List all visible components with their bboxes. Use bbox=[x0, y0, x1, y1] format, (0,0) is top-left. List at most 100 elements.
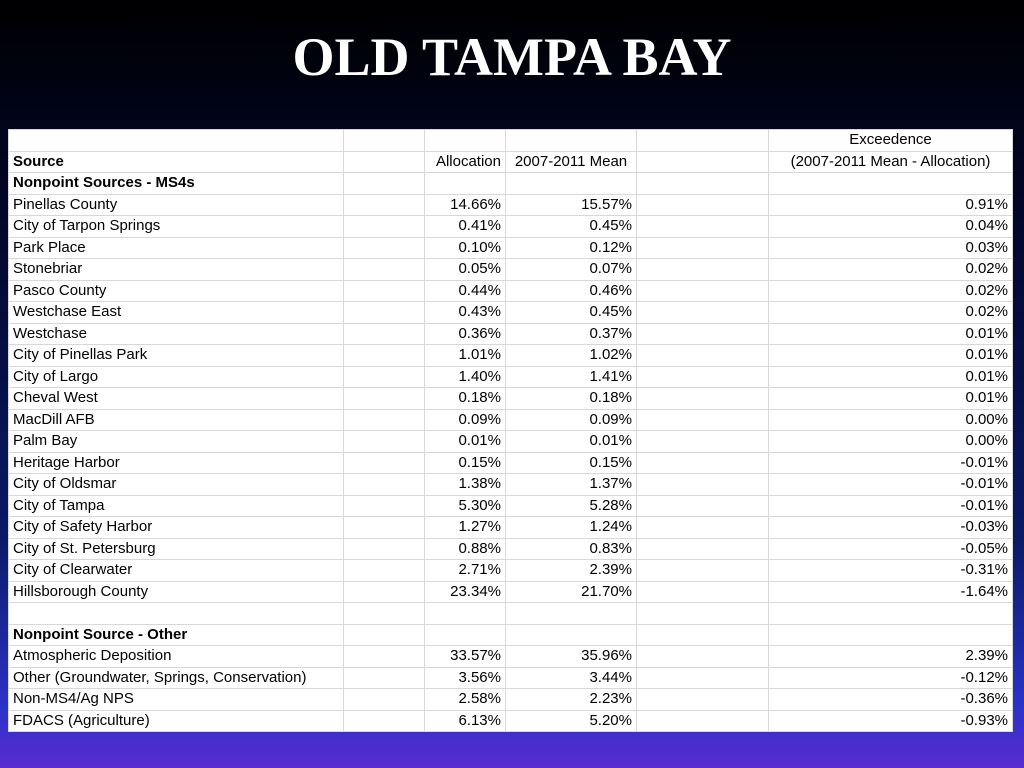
cell bbox=[636, 516, 769, 539]
cell bbox=[343, 430, 425, 453]
source-cell: Heritage Harbor bbox=[8, 451, 344, 474]
allocation-cell: 2.58% bbox=[424, 688, 506, 711]
data-row: FDACS (Agriculture) 6.13% 5.20% -0.93% bbox=[8, 709, 1013, 732]
source-cell: Non-MS4/Ag NPS bbox=[8, 688, 344, 711]
cell bbox=[636, 387, 769, 410]
data-row: City of Largo 1.40% 1.41% 0.01% bbox=[8, 365, 1013, 388]
mean-cell: 1.02% bbox=[505, 344, 637, 367]
data-row: Pasco County 0.44% 0.46% 0.02% bbox=[8, 279, 1013, 302]
source-cell: City of Tampa bbox=[8, 494, 344, 517]
allocation-cell: 2.71% bbox=[424, 559, 506, 582]
data-row: Atmospheric Deposition 33.57% 35.96% 2.39% bbox=[8, 645, 1013, 668]
section-title: Nonpoint Sources - MS4s bbox=[8, 172, 344, 195]
data-row: City of Oldsmar 1.38% 1.37% -0.01% bbox=[8, 473, 1013, 496]
mean-cell: 0.37% bbox=[505, 322, 637, 345]
mean-cell: 0.83% bbox=[505, 537, 637, 560]
cell bbox=[343, 709, 425, 732]
allocation-cell: 0.09% bbox=[424, 408, 506, 431]
exceedence-cell: 0.02% bbox=[768, 301, 1013, 324]
data-row: City of Tampa 5.30% 5.28% -0.01% bbox=[8, 494, 1013, 517]
data-row: Palm Bay 0.01% 0.01% 0.00% bbox=[8, 430, 1013, 453]
exceedence-cell: 0.01% bbox=[768, 322, 1013, 345]
cell bbox=[636, 559, 769, 582]
mean-cell: 0.01% bbox=[505, 430, 637, 453]
data-row: Other (Groundwater, Springs, Conservatio… bbox=[8, 666, 1013, 689]
cell bbox=[343, 258, 425, 281]
mean-cell: 3.44% bbox=[505, 666, 637, 689]
allocation-cell: 1.27% bbox=[424, 516, 506, 539]
cell bbox=[768, 623, 1013, 646]
cell bbox=[343, 580, 425, 603]
exceedence-cell: 0.01% bbox=[768, 387, 1013, 410]
section-row: Nonpoint Sources - MS4s bbox=[8, 172, 1013, 195]
cell bbox=[343, 473, 425, 496]
mean-cell: 0.12% bbox=[505, 236, 637, 259]
mean-cell: 5.28% bbox=[505, 494, 637, 517]
exceedence-cell: 0.02% bbox=[768, 279, 1013, 302]
data-row: MacDill AFB 0.09% 0.09% 0.00% bbox=[8, 408, 1013, 431]
data-row: Cheval West 0.18% 0.18% 0.01% bbox=[8, 387, 1013, 410]
cell bbox=[343, 602, 425, 625]
allocation-cell: 1.38% bbox=[424, 473, 506, 496]
cell bbox=[8, 602, 344, 625]
allocation-cell: 33.57% bbox=[424, 645, 506, 668]
data-row: Hillsborough County 23.34% 21.70% -1.64% bbox=[8, 580, 1013, 603]
data-row: Westchase East 0.43% 0.45% 0.02% bbox=[8, 301, 1013, 324]
slide-title: OLD TAMPA BAY bbox=[292, 27, 732, 87]
source-cell: Cheval West bbox=[8, 387, 344, 410]
allocation-cell: 5.30% bbox=[424, 494, 506, 517]
allocation-cell: 1.40% bbox=[424, 365, 506, 388]
cell bbox=[505, 172, 637, 195]
cell bbox=[424, 623, 506, 646]
source-cell: Stonebriar bbox=[8, 258, 344, 281]
cell bbox=[636, 279, 769, 302]
source-cell: Hillsborough County bbox=[8, 580, 344, 603]
cell bbox=[636, 451, 769, 474]
cell bbox=[636, 602, 769, 625]
mean-cell: 0.46% bbox=[505, 279, 637, 302]
cell bbox=[636, 473, 769, 496]
header-row: Source Allocation 2007-2011 Mean (2007-2011… bbox=[8, 150, 1013, 173]
mean-cell: 1.41% bbox=[505, 365, 637, 388]
source-cell: City of Pinellas Park bbox=[8, 344, 344, 367]
cell bbox=[343, 172, 425, 195]
source-cell: Palm Bay bbox=[8, 430, 344, 453]
source-cell: Westchase East bbox=[8, 301, 344, 324]
cell bbox=[636, 301, 769, 324]
cell bbox=[636, 645, 769, 668]
mean-cell: 5.20% bbox=[505, 709, 637, 732]
cell bbox=[343, 215, 425, 238]
cell bbox=[636, 215, 769, 238]
cell bbox=[343, 666, 425, 689]
exceedence-cell: -0.01% bbox=[768, 451, 1013, 474]
source-cell: Pasco County bbox=[8, 279, 344, 302]
cell bbox=[343, 559, 425, 582]
data-row: Non-MS4/Ag NPS 2.58% 2.23% -0.36% bbox=[8, 688, 1013, 711]
exceedence-cell: -0.05% bbox=[768, 537, 1013, 560]
allocation-cell: 6.13% bbox=[424, 709, 506, 732]
data-row: City of Tarpon Springs 0.41% 0.45% 0.04% bbox=[8, 215, 1013, 238]
cell bbox=[636, 537, 769, 560]
mean-cell: 35.96% bbox=[505, 645, 637, 668]
exceedence-cell: -0.93% bbox=[768, 709, 1013, 732]
exceedence-cell: 0.04% bbox=[768, 215, 1013, 238]
allocation-cell: 0.18% bbox=[424, 387, 506, 410]
cell bbox=[636, 709, 769, 732]
data-row: Park Place 0.10% 0.12% 0.03% bbox=[8, 236, 1013, 259]
allocation-cell: 0.10% bbox=[424, 236, 506, 259]
cell bbox=[343, 344, 425, 367]
cell bbox=[636, 494, 769, 517]
header-row: Exceedence bbox=[8, 129, 1013, 152]
cell bbox=[343, 408, 425, 431]
cell bbox=[343, 494, 425, 517]
mean-cell: 0.45% bbox=[505, 301, 637, 324]
source-cell: City of Clearwater bbox=[8, 559, 344, 582]
exceedence-cell: 0.01% bbox=[768, 344, 1013, 367]
cell bbox=[636, 365, 769, 388]
cell bbox=[343, 623, 425, 646]
mean-cell: 2.23% bbox=[505, 688, 637, 711]
source-cell: City of St. Petersburg bbox=[8, 537, 344, 560]
cell bbox=[424, 172, 506, 195]
exceedence-cell: 0.00% bbox=[768, 430, 1013, 453]
source-cell: Park Place bbox=[8, 236, 344, 259]
